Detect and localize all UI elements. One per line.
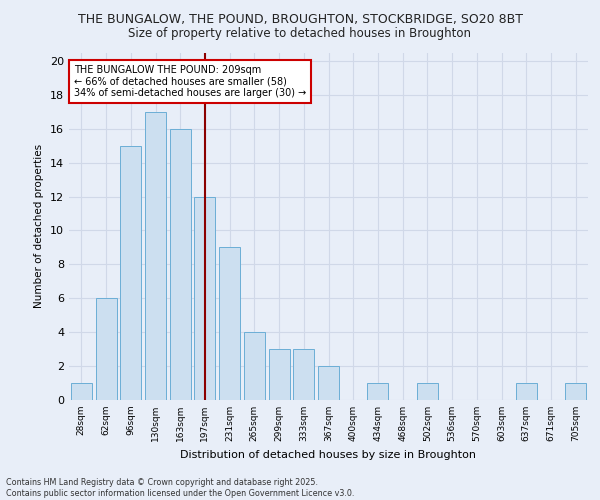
Bar xyxy=(71,383,92,400)
Bar xyxy=(95,298,116,400)
Bar xyxy=(516,383,537,400)
Text: Contains HM Land Registry data © Crown copyright and database right 2025.
Contai: Contains HM Land Registry data © Crown c… xyxy=(6,478,355,498)
Bar xyxy=(194,196,215,400)
Bar xyxy=(565,383,586,400)
Y-axis label: Number of detached properties: Number of detached properties xyxy=(34,144,44,308)
Text: THE BUNGALOW, THE POUND, BROUGHTON, STOCKBRIDGE, SO20 8BT: THE BUNGALOW, THE POUND, BROUGHTON, STOC… xyxy=(77,12,523,26)
Bar xyxy=(145,112,166,400)
Bar xyxy=(269,349,290,400)
Text: THE BUNGALOW THE POUND: 209sqm
← 66% of detached houses are smaller (58)
34% of : THE BUNGALOW THE POUND: 209sqm ← 66% of … xyxy=(74,64,307,98)
Bar xyxy=(367,383,388,400)
Bar xyxy=(417,383,438,400)
Bar xyxy=(170,129,191,400)
Bar xyxy=(219,248,240,400)
Bar xyxy=(293,349,314,400)
Bar xyxy=(318,366,339,400)
Bar xyxy=(120,146,141,400)
X-axis label: Distribution of detached houses by size in Broughton: Distribution of detached houses by size … xyxy=(181,450,476,460)
Text: Size of property relative to detached houses in Broughton: Size of property relative to detached ho… xyxy=(128,28,472,40)
Bar xyxy=(244,332,265,400)
